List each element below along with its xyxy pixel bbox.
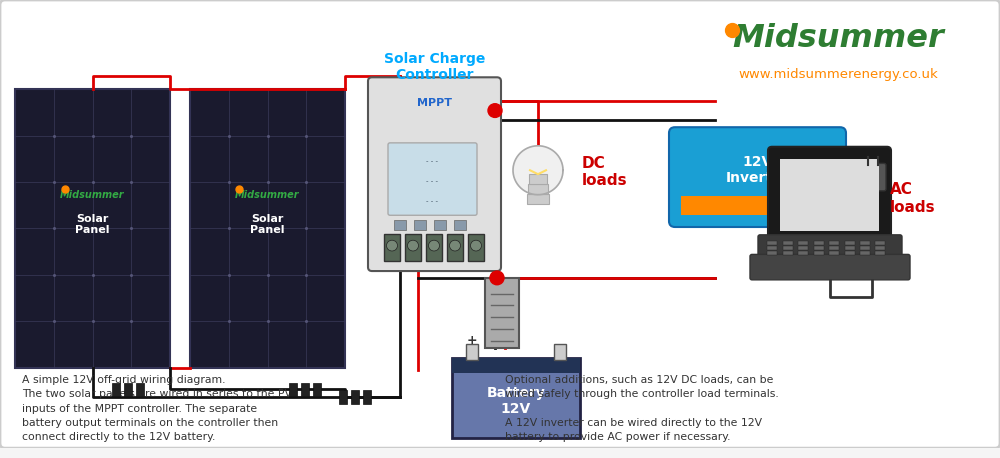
FancyBboxPatch shape: [0, 0, 1000, 448]
Bar: [782, 241, 792, 245]
Bar: [384, 234, 400, 261]
Text: Solar
Panel: Solar Panel: [75, 213, 110, 235]
Bar: [289, 382, 297, 396]
Bar: [447, 234, 463, 261]
Bar: [468, 234, 484, 261]
Bar: [339, 390, 347, 404]
Bar: [798, 246, 808, 250]
Bar: [485, 278, 519, 349]
Bar: [528, 184, 548, 194]
Bar: [454, 220, 466, 230]
Text: - - -: - - -: [426, 197, 438, 204]
Bar: [782, 246, 792, 250]
Bar: [190, 89, 345, 368]
FancyBboxPatch shape: [388, 143, 477, 215]
Bar: [426, 234, 442, 261]
Bar: [434, 220, 446, 230]
Bar: [860, 251, 870, 256]
Polygon shape: [513, 146, 563, 195]
Bar: [829, 251, 839, 256]
Bar: [15, 89, 170, 368]
Bar: [112, 382, 120, 396]
Bar: [876, 246, 886, 250]
Bar: [767, 246, 777, 250]
FancyBboxPatch shape: [368, 77, 501, 271]
Bar: [782, 251, 792, 256]
Bar: [860, 246, 870, 250]
Bar: [313, 382, 321, 396]
Bar: [681, 196, 834, 215]
Bar: [814, 251, 824, 256]
Bar: [814, 246, 824, 250]
Bar: [767, 241, 777, 245]
Circle shape: [471, 240, 482, 251]
Bar: [363, 390, 371, 404]
FancyBboxPatch shape: [768, 147, 891, 243]
Bar: [829, 246, 839, 250]
Bar: [351, 390, 359, 404]
FancyBboxPatch shape: [669, 127, 846, 227]
Text: Solar
Panel: Solar Panel: [250, 213, 285, 235]
Circle shape: [490, 271, 504, 285]
Bar: [844, 241, 854, 245]
Circle shape: [387, 240, 398, 251]
Text: - - -: - - -: [426, 158, 438, 164]
Bar: [554, 344, 566, 360]
FancyBboxPatch shape: [750, 254, 910, 280]
Bar: [798, 241, 808, 245]
Text: Battery
12V: Battery 12V: [487, 386, 545, 416]
Bar: [405, 234, 421, 261]
Circle shape: [450, 240, 461, 251]
Bar: [829, 241, 839, 245]
Text: www.midsummerenergy.co.uk: www.midsummerenergy.co.uk: [738, 69, 938, 82]
Text: Midsummer: Midsummer: [732, 22, 944, 54]
FancyBboxPatch shape: [758, 235, 902, 260]
Bar: [466, 344, 478, 360]
Bar: [414, 220, 426, 230]
Bar: [527, 194, 549, 203]
Text: - - -: - - -: [426, 178, 438, 184]
Bar: [301, 382, 309, 396]
Bar: [452, 358, 580, 438]
Bar: [876, 241, 886, 245]
Bar: [780, 158, 879, 231]
Text: A simple 12V off-grid wiring diagram.
The two solar panels are wired in series t: A simple 12V off-grid wiring diagram. Th…: [22, 375, 292, 442]
Bar: [844, 246, 854, 250]
FancyBboxPatch shape: [860, 164, 886, 191]
Text: AC
loads: AC loads: [890, 182, 936, 215]
Text: 12V
Inverter: 12V Inverter: [726, 155, 789, 185]
Text: DC
loads: DC loads: [582, 156, 628, 188]
Bar: [394, 220, 406, 230]
Text: MPPT: MPPT: [417, 98, 452, 108]
Bar: [798, 251, 808, 256]
Circle shape: [429, 240, 440, 251]
Text: +: +: [467, 334, 477, 347]
Bar: [124, 382, 132, 396]
Circle shape: [488, 104, 502, 117]
Text: Midsummer: Midsummer: [235, 190, 300, 200]
Bar: [136, 382, 144, 396]
Text: Solar Charge
Controller: Solar Charge Controller: [384, 52, 486, 82]
Bar: [767, 251, 777, 256]
Bar: [452, 358, 580, 373]
Bar: [844, 251, 854, 256]
Bar: [814, 241, 824, 245]
Text: Midsummer: Midsummer: [60, 190, 125, 200]
Text: Optional additions, such as 12V DC loads, can be
wired safely through the contro: Optional additions, such as 12V DC loads…: [505, 375, 779, 442]
Bar: [876, 251, 886, 256]
Circle shape: [408, 240, 419, 251]
Bar: [860, 241, 870, 245]
Bar: [529, 174, 547, 184]
